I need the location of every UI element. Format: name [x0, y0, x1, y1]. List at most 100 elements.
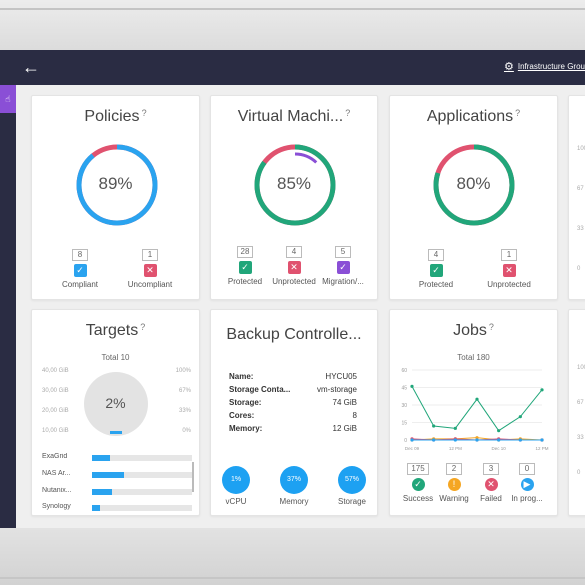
targets-title: Targets? [85, 322, 146, 339]
app-unprotected-stat[interactable]: 1 ✕ Unprotected [487, 249, 531, 289]
help-icon[interactable]: ? [345, 108, 351, 118]
check-circle-icon: ✓ [411, 478, 425, 491]
backup-controller-card[interactable]: Backup Controlle... Name: HYCU05 Storage … [210, 309, 378, 516]
vms-title: Virtual Machi...? [237, 108, 351, 125]
help-icon[interactable]: ? [488, 322, 494, 332]
backup-row: Memory: 12 GiB [229, 424, 357, 433]
targets-usage-circle [84, 372, 148, 436]
jobs-xtick: 12 PM [535, 446, 548, 451]
applications-percent: 80% [456, 174, 491, 193]
target-row[interactable]: NAS Ar... [42, 470, 192, 480]
app-screen: ← ⚙ Infrastructure Grou ☝ Policies? 89% … [0, 50, 585, 528]
jobs-title: Jobs? [453, 322, 494, 339]
help-icon[interactable]: ? [140, 322, 146, 332]
jobs-total: Total 180 [457, 353, 490, 362]
jobs-ytick: 60 [401, 368, 407, 374]
infrastructure-group-link[interactable]: ⚙ Infrastructure Grou [504, 60, 585, 73]
applications-card[interactable]: Applications? 80% 4 ✓ Protected 1 ✕ Unpr… [389, 95, 558, 300]
backup-row: Name: HYCU05 [229, 372, 357, 381]
jobs-point [540, 438, 544, 442]
compliant-stat[interactable]: 8 ✓ Compliant [61, 249, 98, 289]
partial-card-right-top[interactable]: 100 67 33 0 [568, 95, 585, 300]
jobs-point [432, 424, 436, 428]
brand-label: Infrastructure Grou [517, 62, 585, 71]
jobs-point [518, 438, 522, 442]
jobs-point [410, 438, 414, 442]
vms-percent: 85% [276, 174, 312, 193]
backup-row: Storage Conta... vm-storage [229, 385, 357, 394]
target-row[interactable]: Synology [42, 503, 192, 513]
sidebar-active-item[interactable]: ☝ [0, 85, 16, 113]
jobs-xtick: Dec 09 [405, 446, 420, 451]
applications-title: Applications? [426, 108, 521, 125]
device-bezel-top [0, 0, 585, 50]
shield-migration-icon: ✓ [336, 261, 350, 274]
vm-protected-stat[interactable]: 28 ✓ Protected [227, 246, 263, 286]
targets-scrollbar[interactable] [192, 462, 194, 492]
policies-card[interactable]: Policies? 89% 8 ✓ Compliant 1 ✕ Uncompli… [31, 95, 200, 300]
jobs-point [497, 438, 501, 442]
jobs-point [432, 438, 436, 442]
jobs-point [540, 388, 544, 392]
infrastructure-logo-icon: ⚙ [503, 61, 514, 73]
vcpu-usage: 1% [222, 466, 250, 494]
targets-card[interactable]: Targets? Total 10 40,00 GiB 30,00 GiB 20… [31, 309, 200, 516]
targets-total: Total 10 [101, 353, 130, 362]
jobs-inprogress-stat[interactable]: 0 ▶ In prog... [511, 463, 543, 503]
shield-x-icon: ✕ [502, 264, 516, 277]
policies-donut [76, 144, 158, 226]
vm-migration-stat[interactable]: 5 ✓ Migration/... [322, 246, 364, 286]
jobs-card[interactable]: Jobs? Total 180 60 45 30 15 0 Dec 09 12 PM Dec … [389, 309, 558, 516]
jobs-success-stat[interactable]: 175 ✓ Success [402, 463, 434, 503]
clipboard-check-icon: ✓ [73, 264, 87, 277]
jobs-point [453, 438, 457, 442]
jobs-ytick: 15 [401, 421, 407, 427]
memory-usage: 37% [280, 466, 308, 494]
jobs-point [475, 438, 479, 442]
vm-unprotected-stat[interactable]: 4 ✕ Unprotected [272, 246, 316, 286]
jobs-failed-stat[interactable]: 3 ✕ Failed [480, 463, 502, 503]
top-bar: ← ⚙ Infrastructure Grou [0, 50, 585, 85]
uncompliant-stat[interactable]: 1 ✕ Uncompliant [127, 249, 173, 289]
jobs-series-line [411, 386, 543, 432]
shield-check-icon: ✓ [429, 264, 443, 277]
shield-x-icon: ✕ [287, 261, 301, 274]
jobs-point [475, 436, 479, 440]
warning-circle-icon: ! [447, 478, 461, 491]
jobs-ytick: 0 [404, 438, 407, 444]
x-circle-icon: ✕ [484, 478, 498, 491]
app-protected-stat[interactable]: 4 ✓ Protected [418, 249, 454, 289]
sidebar: ☝ [0, 85, 16, 528]
policies-title: Policies? [84, 108, 147, 125]
jobs-line-chart: 60 45 30 15 0 Dec 09 12 PM Dec 10 12 PM [401, 368, 548, 451]
jobs-ytick: 30 [401, 403, 407, 409]
jobs-warning-stat[interactable]: 2 ! Warning [439, 463, 469, 503]
jobs-point [410, 384, 414, 388]
jobs-point [453, 426, 457, 430]
targets-percent: 2% [105, 395, 126, 411]
policies-percent: 89% [98, 174, 133, 193]
help-icon[interactable]: ? [141, 108, 147, 118]
target-row[interactable]: ExaGrid [42, 453, 192, 463]
help-icon[interactable]: ? [515, 108, 521, 118]
jobs-xtick: 12 PM [449, 446, 462, 451]
play-circle-icon: ▶ [520, 478, 534, 491]
back-button[interactable]: ← [22, 56, 40, 78]
shield-check-icon: ✓ [238, 261, 252, 274]
storage-usage: 57% [338, 466, 366, 494]
jobs-xtick: Dec 10 [492, 446, 507, 451]
arrow-left-icon: ← [22, 57, 40, 77]
target-row[interactable]: Nutanix... [42, 487, 192, 497]
targets-usage-fill [110, 431, 122, 434]
backup-row: Cores: 8 [229, 411, 357, 420]
partial-card-right-bottom[interactable]: 100 67 33 0 [568, 309, 585, 516]
jobs-point [475, 397, 479, 401]
vms-donut [254, 144, 336, 226]
backup-row: Storage: 74 GiB [229, 398, 357, 407]
pointer-icon: ☝ [5, 94, 11, 104]
applications-donut [433, 144, 515, 226]
jobs-point [497, 429, 501, 433]
jobs-ytick: 45 [401, 386, 407, 392]
virtual-machines-card[interactable]: Virtual Machi...? 85% 28 ✓ Protected 4 ✕… [210, 95, 378, 300]
clipboard-x-icon: ✕ [143, 264, 157, 277]
